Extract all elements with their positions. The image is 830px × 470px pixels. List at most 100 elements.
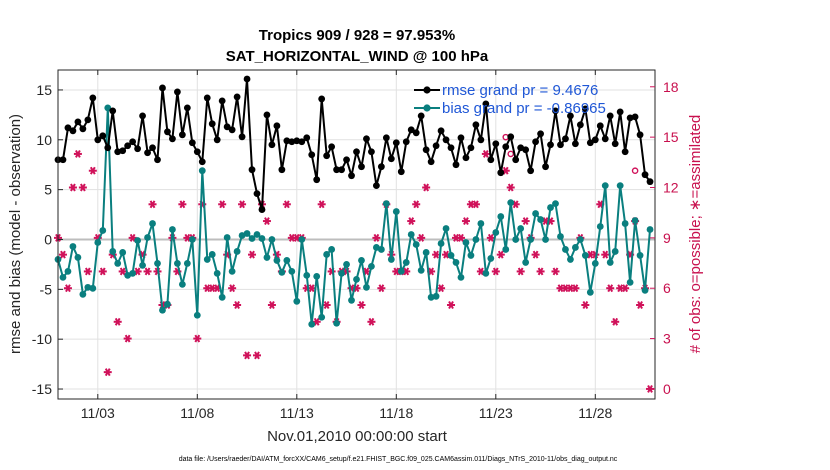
obs-assimilated-stroke xyxy=(358,301,365,309)
bias-point xyxy=(601,182,609,190)
rmse-point xyxy=(134,145,142,153)
plot-frame xyxy=(57,69,656,400)
obs-assimilated-stroke xyxy=(318,200,325,209)
bias-point xyxy=(59,273,67,281)
rmse-point xyxy=(298,138,306,146)
bias-point xyxy=(417,266,425,274)
obs-assimilated-point xyxy=(322,301,331,309)
obs-assimilated-stroke xyxy=(502,166,509,175)
obs-assimilated-point xyxy=(68,183,77,192)
obs-assimilated-stroke xyxy=(184,233,191,242)
rmse-point xyxy=(303,134,311,142)
bias-point xyxy=(387,256,395,263)
rmse-point xyxy=(467,144,475,152)
obs-assimilated-stroke xyxy=(323,301,330,309)
bias-point xyxy=(482,269,490,277)
bias-point xyxy=(263,254,271,261)
rmse-point xyxy=(353,148,360,156)
bias-point xyxy=(348,296,355,304)
bias-point xyxy=(547,204,554,211)
bias-point xyxy=(422,249,430,256)
obs-assimilated-stroke xyxy=(612,317,619,326)
obs-assimilated-stroke xyxy=(144,267,151,276)
bias-point xyxy=(368,263,375,270)
obs-assimilated-point xyxy=(621,284,630,293)
bias-point xyxy=(522,259,530,266)
rmse-point xyxy=(572,140,579,148)
obs-assimilated-stroke xyxy=(403,267,410,276)
rmse-point xyxy=(213,136,221,144)
obs-assimilated-stroke xyxy=(582,301,589,309)
right-y-tick-label-1: 3 xyxy=(663,331,671,347)
bias-point xyxy=(447,252,455,259)
bias-point xyxy=(562,246,569,253)
obs-assimilated-point xyxy=(571,284,580,293)
bias-point xyxy=(223,234,231,241)
bias-point xyxy=(188,236,196,243)
obs-assimilated-stroke xyxy=(214,284,221,293)
bias-point xyxy=(104,104,112,112)
rmse-point xyxy=(159,84,166,92)
rmse-point xyxy=(358,163,365,171)
obs-assimilated-stroke xyxy=(179,200,186,209)
obs-assimilated-stroke xyxy=(562,284,569,293)
obs-assimilated-point xyxy=(636,301,645,309)
obs-assimilated-stroke xyxy=(269,301,275,309)
rmse-point xyxy=(248,166,256,174)
obs-assimilated-stroke xyxy=(119,267,126,276)
obs-assimilated-stroke xyxy=(443,250,449,259)
bias-point xyxy=(109,248,117,255)
rmse-point xyxy=(104,144,112,152)
rmse-point xyxy=(522,146,530,154)
obs-assimilated-point xyxy=(491,267,500,276)
right-y-tick-label-2: 6 xyxy=(663,280,671,296)
bias-point xyxy=(273,257,281,264)
rmse-point xyxy=(174,88,181,96)
obs-assimilated-stroke xyxy=(283,200,290,209)
obs-assimilated-point xyxy=(422,183,431,192)
bias-point xyxy=(472,236,480,243)
obs-assimilated-stroke xyxy=(433,250,439,259)
bias-point xyxy=(626,278,634,286)
obs-assimilated-stroke xyxy=(423,183,430,192)
rmse-point xyxy=(328,143,336,151)
obs-assimilated-point xyxy=(432,250,441,259)
y-tick-label-2: -5 xyxy=(40,281,53,297)
obs-assimilated-point xyxy=(531,250,540,259)
bias-point xyxy=(183,260,191,267)
obs-assimilated-stroke xyxy=(408,217,415,226)
obs-assimilated-stroke xyxy=(458,233,464,242)
rmse-point xyxy=(422,146,430,154)
obs-assimilated-stroke xyxy=(617,284,624,293)
rmse-point xyxy=(532,138,539,146)
rmse-point xyxy=(581,105,589,113)
bias-point xyxy=(149,220,156,227)
rmse-point xyxy=(512,156,520,164)
rmse-point xyxy=(387,155,395,163)
obs-assimilated-stroke xyxy=(204,284,211,293)
bias-point xyxy=(353,275,360,283)
rmse-point xyxy=(139,112,146,120)
bias-point xyxy=(308,320,316,328)
rmse-point xyxy=(169,135,176,143)
obs-assimilated-point xyxy=(611,317,620,326)
rmse-point xyxy=(273,122,281,130)
right-y-tick-label-4: 12 xyxy=(663,180,679,196)
chart-title-line2: SAT_HORIZONTAL_WIND @ 100 hPa xyxy=(226,48,489,65)
rmse-point xyxy=(154,156,161,164)
bias-point xyxy=(343,261,350,268)
bias-point xyxy=(283,257,291,264)
rmse-point xyxy=(64,124,72,132)
bias-point xyxy=(328,246,336,253)
obs-assimilated-stroke xyxy=(293,233,300,242)
obs-assimilated-point xyxy=(63,284,72,293)
bias-point xyxy=(452,259,460,266)
rmse-point xyxy=(368,148,375,156)
rmse-point xyxy=(457,134,465,142)
obs-assimilated-stroke xyxy=(512,200,519,209)
rmse-point xyxy=(621,148,629,156)
rmse-point xyxy=(477,136,485,144)
bias-point xyxy=(621,220,629,227)
obs-assimilated-point xyxy=(228,284,237,293)
bias-point xyxy=(144,234,151,241)
